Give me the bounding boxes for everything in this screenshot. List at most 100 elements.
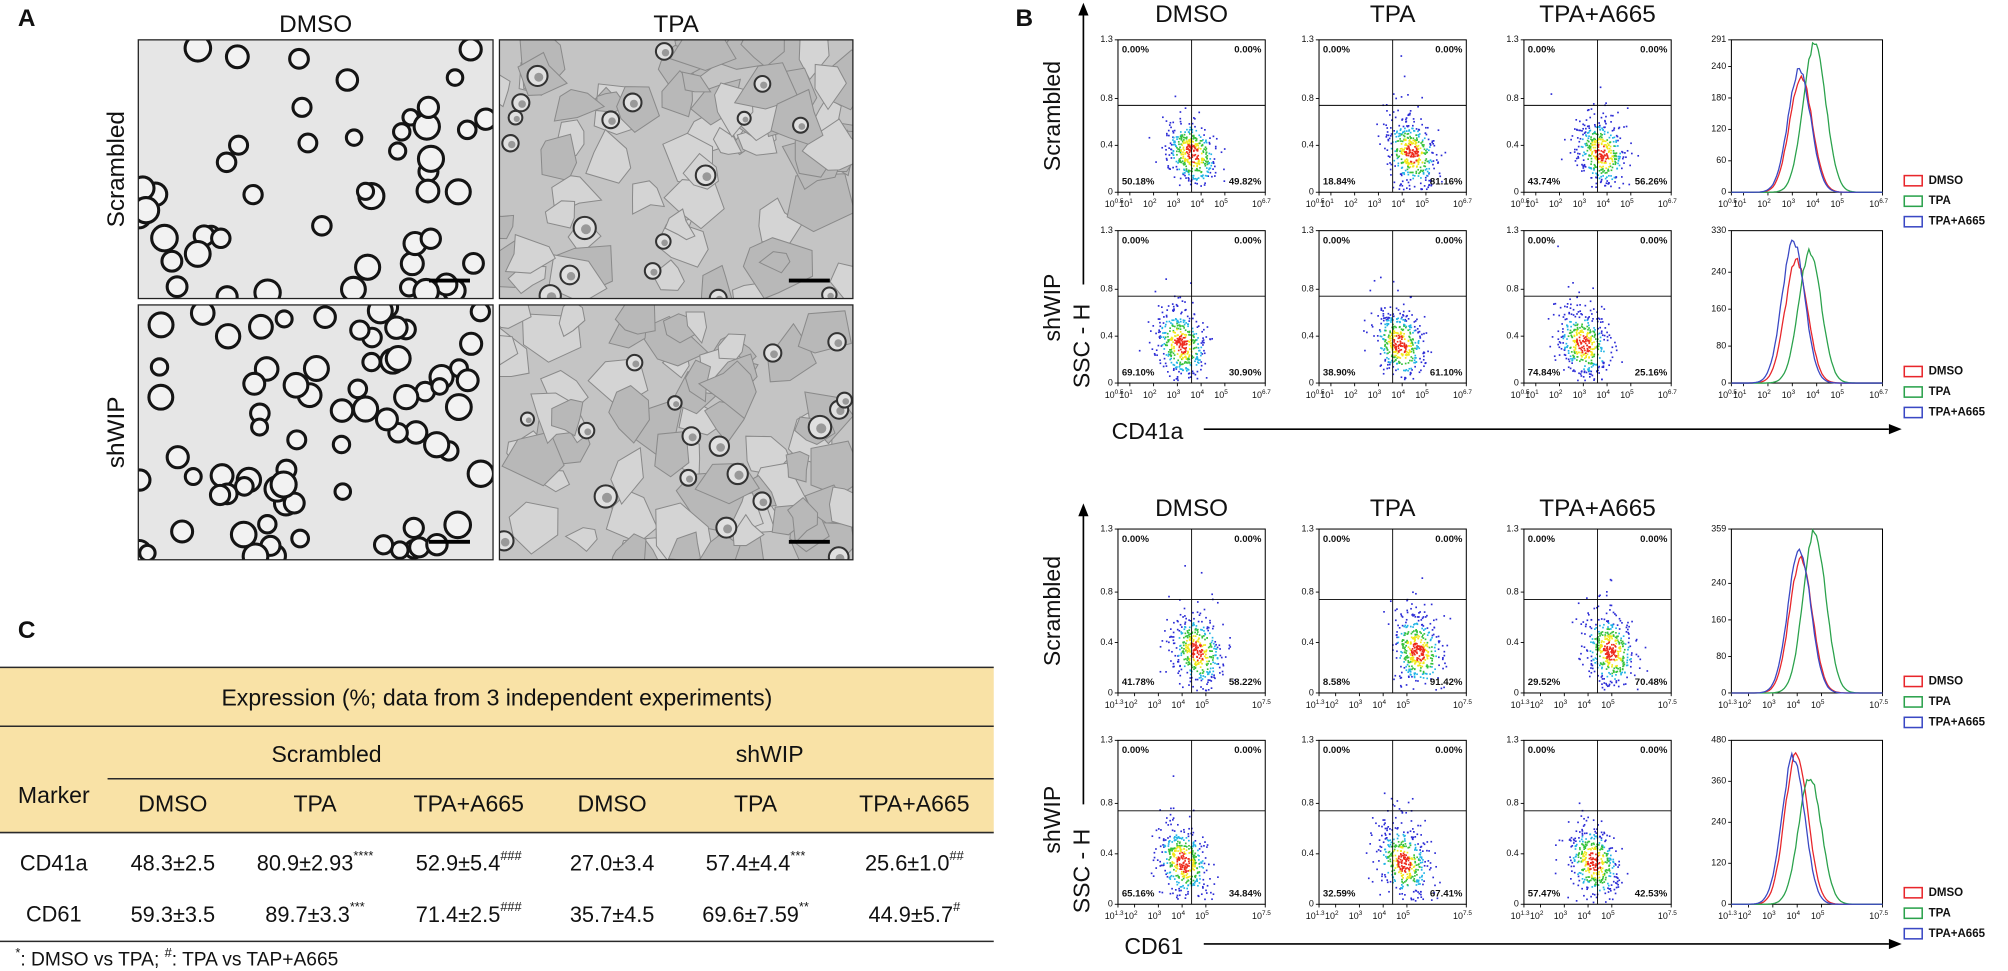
event-dot (1612, 163, 1615, 165)
event-dot (1588, 125, 1590, 127)
event-dot (1588, 368, 1590, 371)
event-dot (1576, 304, 1579, 307)
event-dot (1591, 185, 1593, 188)
quadrant-label: 81.16% (1430, 177, 1463, 188)
event-dot (1425, 673, 1428, 675)
event-dot (1212, 893, 1215, 896)
y-tick-label: 1.3 (1100, 34, 1112, 44)
event-dot (1415, 357, 1417, 359)
event-dot (1186, 630, 1189, 632)
event-dot (1409, 141, 1412, 143)
event-dot (1199, 147, 1202, 150)
event-dot (1576, 328, 1579, 331)
event-dot (1187, 340, 1189, 342)
x-tick-label: 107.5 (1869, 699, 1888, 711)
event-dot (1414, 155, 1416, 158)
event-dot (1183, 652, 1185, 655)
event-dot (1182, 650, 1185, 653)
event-dot (1561, 331, 1564, 333)
event-dot (1176, 324, 1179, 327)
event-dot (1175, 165, 1178, 168)
legend-label: TPA (1929, 386, 1952, 398)
event-dot (1184, 845, 1187, 848)
event-dot (1432, 671, 1434, 674)
event-dot (1184, 860, 1186, 862)
event-dot (1412, 344, 1414, 346)
event-dot (1192, 651, 1195, 654)
event-dot (1377, 339, 1379, 342)
micrograph-frame (498, 304, 854, 561)
event-dot (1159, 359, 1161, 362)
x-tick-label: 100.5 (1511, 389, 1530, 401)
event-dot (1611, 160, 1614, 163)
event-dot (1599, 181, 1602, 184)
event-dot (1580, 358, 1583, 361)
tick-base: 10 (1733, 390, 1743, 400)
event-dot (1188, 629, 1191, 631)
event-dot (1171, 323, 1174, 326)
event-dot (1195, 139, 1197, 142)
event-dot (1192, 372, 1194, 375)
event-dot (1159, 325, 1162, 328)
event-dot (1178, 148, 1181, 150)
event-dot (1405, 130, 1408, 132)
spread-cell (814, 63, 847, 111)
quadrant-label: 34.84% (1229, 889, 1262, 900)
event-dot (1405, 656, 1407, 658)
event-dot (1412, 137, 1415, 140)
event-dot (1192, 843, 1195, 846)
event-dot (1166, 341, 1168, 344)
event-dot (1423, 332, 1425, 335)
legend-label: DMSO (1929, 366, 1964, 378)
event-dot (1175, 136, 1178, 138)
legend-swatch (1903, 215, 1923, 228)
event-dot (1204, 638, 1206, 641)
event-dot (1150, 872, 1153, 875)
event-dot (1207, 673, 1210, 675)
event-dot (1421, 658, 1424, 660)
event-dot (1387, 312, 1390, 315)
event-dot (1400, 161, 1403, 164)
event-dot (1593, 132, 1595, 135)
event-dot (1574, 324, 1577, 327)
x-tick-label: 101 (1320, 198, 1334, 210)
event-dot (1169, 848, 1172, 851)
cell-core (518, 100, 526, 108)
y-tick-label: 240 (1711, 61, 1726, 71)
event-dot (1615, 674, 1617, 676)
event-dot (1576, 338, 1578, 341)
event-dot (1578, 339, 1581, 342)
round-cell (415, 178, 441, 204)
event-dot (1373, 279, 1376, 282)
event-dot (1161, 851, 1164, 853)
event-dot (1210, 891, 1212, 894)
x-tick-label: 101 (1733, 198, 1747, 210)
event-dot (1565, 357, 1568, 360)
event-dot (1178, 366, 1181, 368)
event-dot (1385, 134, 1388, 136)
event-dot (1598, 357, 1601, 359)
event-dot (1181, 300, 1184, 302)
event-dot (1629, 164, 1631, 167)
event-dot (1399, 684, 1402, 687)
event-dot (1611, 356, 1614, 359)
event-dot (1194, 646, 1197, 649)
event-dot (1189, 334, 1192, 336)
event-dot (1169, 636, 1171, 639)
tick-base: 10 (1787, 700, 1797, 710)
tick-base: 10 (1453, 199, 1463, 209)
event-dot (1422, 358, 1425, 361)
event-dot (1197, 169, 1200, 172)
event-dot (1157, 331, 1160, 334)
event-dot (1621, 643, 1624, 646)
event-dot (1207, 626, 1210, 629)
event-dot (1168, 134, 1170, 137)
event-dot (1165, 132, 1168, 135)
tick-base: 10 (1511, 199, 1521, 209)
event-dot (1406, 179, 1408, 181)
event-dot (1443, 650, 1446, 653)
event-dot (1426, 160, 1429, 163)
tick-exponent: 5 (1205, 910, 1209, 917)
cell-core (629, 99, 638, 108)
